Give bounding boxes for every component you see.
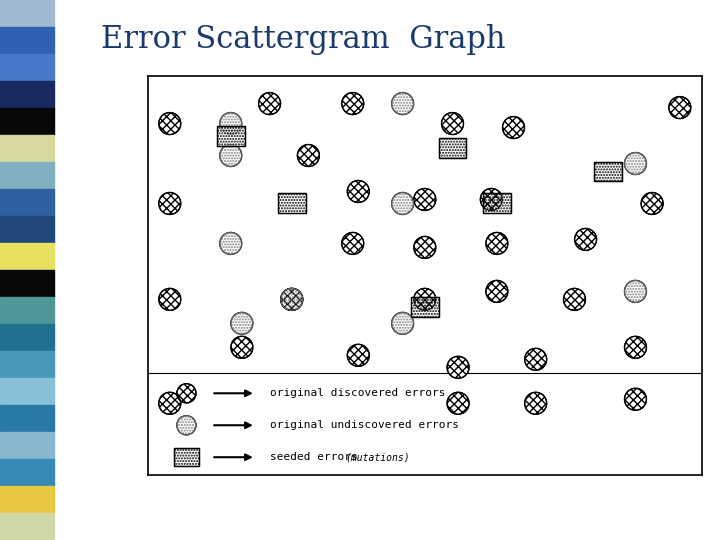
Ellipse shape <box>342 92 364 114</box>
Text: original discovered errors: original discovered errors <box>269 388 445 399</box>
Bar <box>217 126 245 146</box>
Ellipse shape <box>624 388 647 410</box>
Text: seeded errors: seeded errors <box>269 452 364 462</box>
Ellipse shape <box>525 348 546 370</box>
Ellipse shape <box>624 336 647 359</box>
Ellipse shape <box>347 345 369 366</box>
Ellipse shape <box>447 392 469 414</box>
Ellipse shape <box>347 180 369 202</box>
Bar <box>483 193 510 213</box>
Ellipse shape <box>624 152 647 174</box>
Ellipse shape <box>392 92 413 114</box>
Ellipse shape <box>159 392 181 414</box>
Ellipse shape <box>480 188 503 211</box>
Ellipse shape <box>177 384 196 403</box>
Bar <box>483 193 510 213</box>
Ellipse shape <box>159 192 181 214</box>
Ellipse shape <box>669 97 690 119</box>
Ellipse shape <box>414 188 436 211</box>
Bar <box>438 138 467 158</box>
Ellipse shape <box>575 228 597 251</box>
Bar <box>594 161 621 181</box>
Ellipse shape <box>281 288 302 310</box>
Ellipse shape <box>447 356 469 379</box>
Text: original undiscovered errors: original undiscovered errors <box>269 420 459 430</box>
Bar <box>174 448 199 467</box>
Ellipse shape <box>159 112 181 134</box>
Ellipse shape <box>564 288 585 310</box>
Bar <box>174 448 199 467</box>
Ellipse shape <box>231 336 253 359</box>
Text: Error Scattergram  Graph: Error Scattergram Graph <box>101 24 505 55</box>
Ellipse shape <box>392 312 413 334</box>
Bar <box>278 193 305 213</box>
Ellipse shape <box>177 416 196 435</box>
Ellipse shape <box>258 92 281 114</box>
Ellipse shape <box>486 232 508 254</box>
Ellipse shape <box>624 280 647 302</box>
Ellipse shape <box>414 237 436 259</box>
Bar <box>411 298 438 318</box>
Ellipse shape <box>641 192 663 214</box>
Ellipse shape <box>503 117 524 139</box>
Bar <box>438 138 467 158</box>
Text: (mutations): (mutations) <box>346 452 410 462</box>
Bar <box>594 161 621 181</box>
Bar <box>411 298 438 318</box>
Ellipse shape <box>486 280 508 302</box>
Ellipse shape <box>297 145 320 166</box>
Ellipse shape <box>414 288 436 310</box>
Ellipse shape <box>441 112 464 134</box>
Bar <box>217 126 245 146</box>
Ellipse shape <box>159 288 181 310</box>
Ellipse shape <box>220 232 242 254</box>
Bar <box>278 193 305 213</box>
Ellipse shape <box>525 392 546 414</box>
Ellipse shape <box>281 288 302 310</box>
Ellipse shape <box>231 312 253 334</box>
Ellipse shape <box>342 232 364 254</box>
Ellipse shape <box>392 192 413 214</box>
Ellipse shape <box>220 145 242 166</box>
Ellipse shape <box>220 112 242 134</box>
